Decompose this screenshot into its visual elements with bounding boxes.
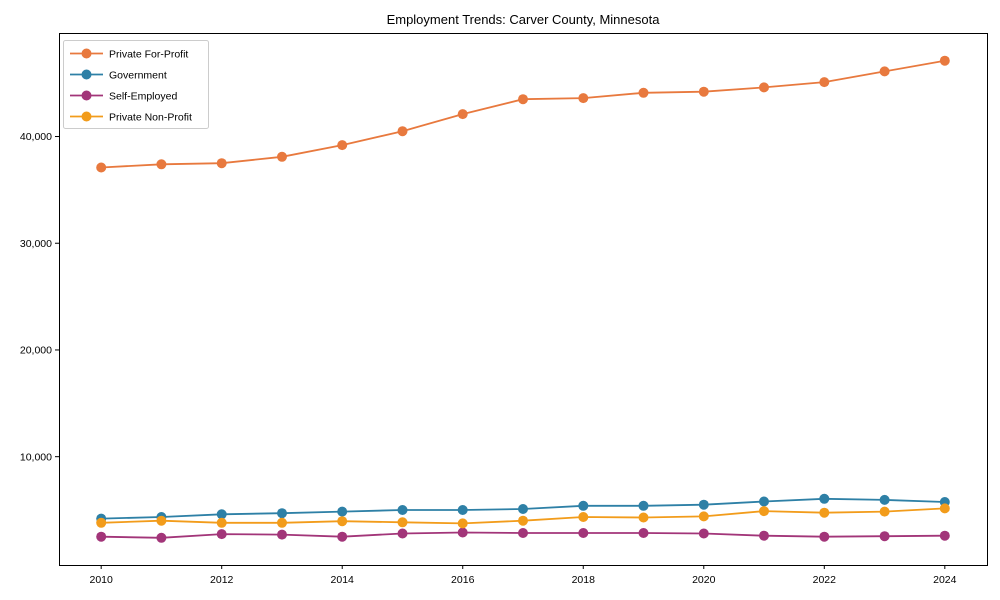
data-point	[216, 517, 227, 528]
data-point	[337, 531, 348, 542]
data-point	[638, 87, 649, 98]
data-point	[457, 518, 468, 529]
y-tick-label: 30,000	[20, 238, 52, 250]
data-point	[879, 531, 890, 542]
legend-label-private-non-profit: Private Non-Profit	[109, 111, 192, 123]
axes-frame	[59, 33, 988, 566]
data-point	[638, 500, 649, 511]
data-point	[156, 532, 167, 543]
chart-title: Employment Trends: Carver County, Minnes…	[387, 12, 661, 27]
data-point	[216, 529, 227, 540]
data-point	[96, 162, 107, 173]
x-tick-label: 2014	[331, 574, 355, 586]
data-point	[216, 509, 227, 520]
y-tick-label: 20,000	[20, 345, 52, 357]
data-point	[698, 499, 709, 510]
data-point	[518, 94, 528, 105]
data-point	[397, 517, 408, 528]
data-point	[337, 516, 348, 527]
data-point	[277, 151, 287, 162]
data-point	[879, 66, 890, 77]
data-point	[518, 528, 528, 538]
legend-box	[63, 40, 209, 129]
data-point	[277, 529, 287, 540]
plot-area: 10,000 20,000 30,000 40,000 2010 2012 2014 2016…	[20, 33, 988, 586]
legend-label-government: Government	[109, 69, 167, 81]
data-point	[939, 55, 950, 66]
legend-swatch-marker	[81, 90, 92, 101]
x-tick-label: 2024	[933, 574, 957, 586]
data-point	[337, 140, 348, 151]
data-point	[578, 93, 589, 104]
data-point	[578, 500, 589, 511]
data-point	[698, 511, 709, 522]
x-tick-label: 2022	[813, 574, 837, 586]
data-point	[277, 508, 287, 519]
data-point	[638, 512, 649, 523]
x-tick-label: 2016	[451, 574, 475, 586]
x-tick-label: 2010	[90, 574, 114, 586]
data-point	[819, 77, 830, 88]
data-point	[698, 528, 709, 539]
data-point	[578, 512, 589, 522]
data-point	[819, 531, 830, 542]
data-point	[879, 506, 890, 517]
x-tick-label: 2018	[572, 574, 596, 586]
legend: Private For-Profit Government Self-Employe…	[63, 40, 209, 129]
data-point	[819, 507, 830, 518]
data-point	[759, 506, 769, 517]
data-point	[518, 504, 528, 514]
x-tick-label: 2020	[692, 574, 716, 586]
data-point	[879, 494, 890, 505]
data-point	[638, 528, 649, 538]
data-point	[397, 126, 408, 137]
data-point	[759, 496, 769, 507]
data-point	[578, 528, 589, 538]
y-tick-label: 40,000	[20, 131, 52, 143]
x-tick-label: 2012	[210, 574, 234, 586]
data-point	[397, 505, 408, 515]
data-point	[216, 158, 227, 169]
data-point	[939, 530, 950, 541]
data-point	[819, 493, 830, 504]
data-point	[337, 506, 348, 517]
series-line-private-for-profit	[101, 59, 945, 169]
data-point	[457, 505, 468, 515]
data-point	[698, 86, 709, 97]
data-point	[277, 517, 287, 528]
legend-label-private-for-profit: Private For-Profit	[109, 48, 188, 60]
data-point	[939, 503, 950, 514]
data-point	[96, 531, 107, 542]
data-point	[397, 528, 408, 539]
data-point	[759, 530, 769, 541]
legend-swatch-marker	[81, 69, 92, 80]
legend-swatch-marker	[81, 48, 92, 59]
y-tick-label: 10,000	[20, 451, 52, 463]
legend-label-self-employed: Self-Employed	[109, 90, 177, 102]
data-point	[457, 527, 468, 538]
data-point	[156, 515, 167, 526]
legend-swatch-marker	[81, 111, 92, 122]
data-point	[518, 515, 528, 526]
data-point	[457, 109, 468, 120]
data-point	[156, 159, 167, 170]
data-point	[759, 82, 769, 93]
data-point	[96, 517, 107, 528]
